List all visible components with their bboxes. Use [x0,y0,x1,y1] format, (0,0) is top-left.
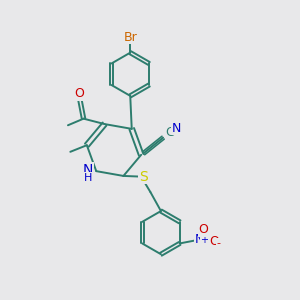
Text: N: N [172,122,181,135]
Text: O: O [74,87,84,100]
Text: S: S [139,169,148,184]
Text: Br: Br [123,31,137,44]
Text: -: - [216,238,220,248]
Text: N: N [83,163,93,177]
Text: H: H [84,173,92,183]
Text: O: O [199,223,208,236]
Text: +: + [200,235,208,245]
Text: N: N [195,233,204,246]
Text: O: O [209,235,219,248]
Text: C: C [165,126,174,139]
